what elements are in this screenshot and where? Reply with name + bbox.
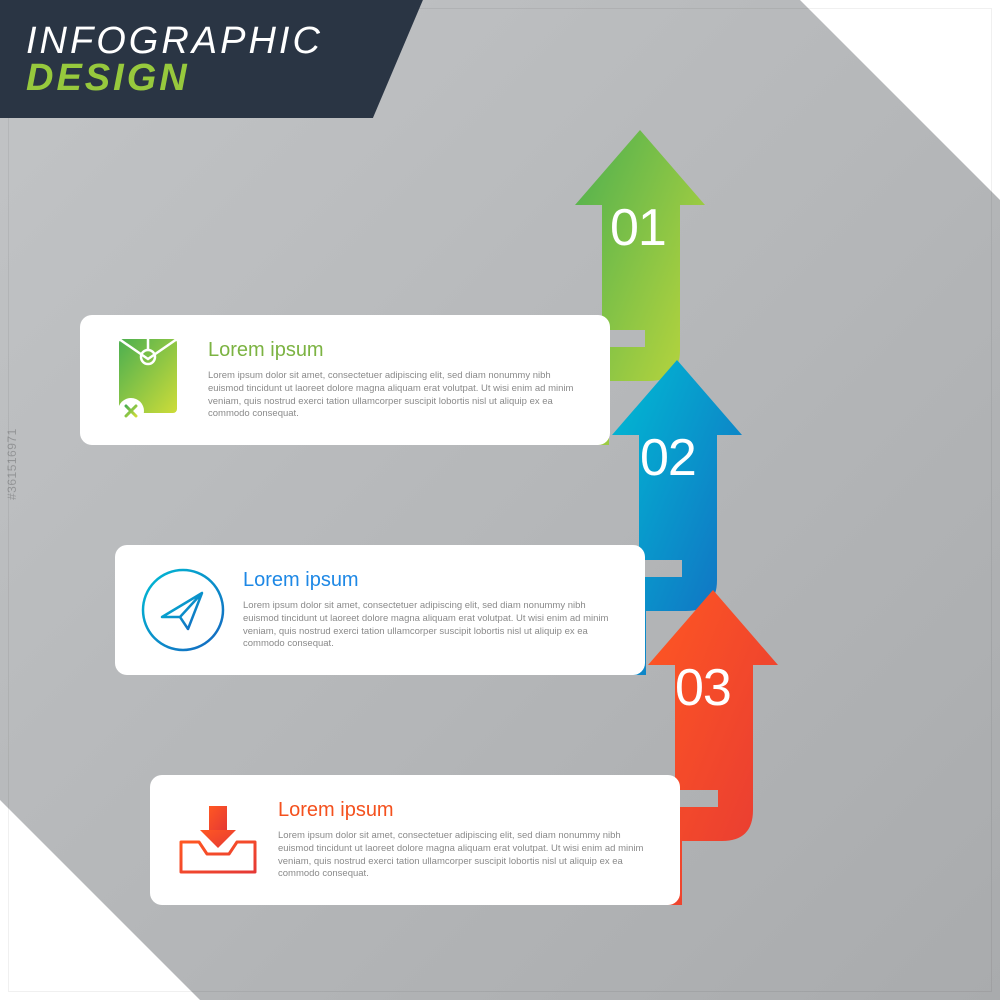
- step-1-title: Lorem ipsum: [208, 339, 586, 362]
- step-3-card: Lorem ipsum Lorem ipsum dolor sit amet, …: [150, 775, 680, 905]
- paper-plane-circle-icon: [133, 563, 233, 657]
- step-1-body: Lorem ipsum dolor sit amet, consectetuer…: [208, 370, 586, 421]
- step-1-number: 01: [610, 198, 666, 258]
- watermark: #361516971: [5, 428, 19, 500]
- step-2-number: 02: [640, 428, 696, 488]
- download-inbox-icon: [168, 793, 268, 887]
- step-1-card: Lorem ipsum Lorem ipsum dolor sit amet, …: [80, 315, 610, 445]
- envelope-x-icon: [98, 333, 198, 427]
- header-line2: Design: [26, 57, 323, 100]
- step-2-body: Lorem ipsum dolor sit amet, consectetuer…: [243, 600, 621, 651]
- step-3-number: 03: [675, 658, 731, 718]
- step-3-body: Lorem ipsum dolor sit amet, consectetuer…: [278, 830, 656, 881]
- step-3-title: Lorem ipsum: [278, 799, 656, 822]
- step-2-title: Lorem ipsum: [243, 569, 621, 592]
- header-banner: Infographic Design: [0, 0, 423, 118]
- step-2-card: Lorem ipsum Lorem ipsum dolor sit amet, …: [115, 545, 645, 675]
